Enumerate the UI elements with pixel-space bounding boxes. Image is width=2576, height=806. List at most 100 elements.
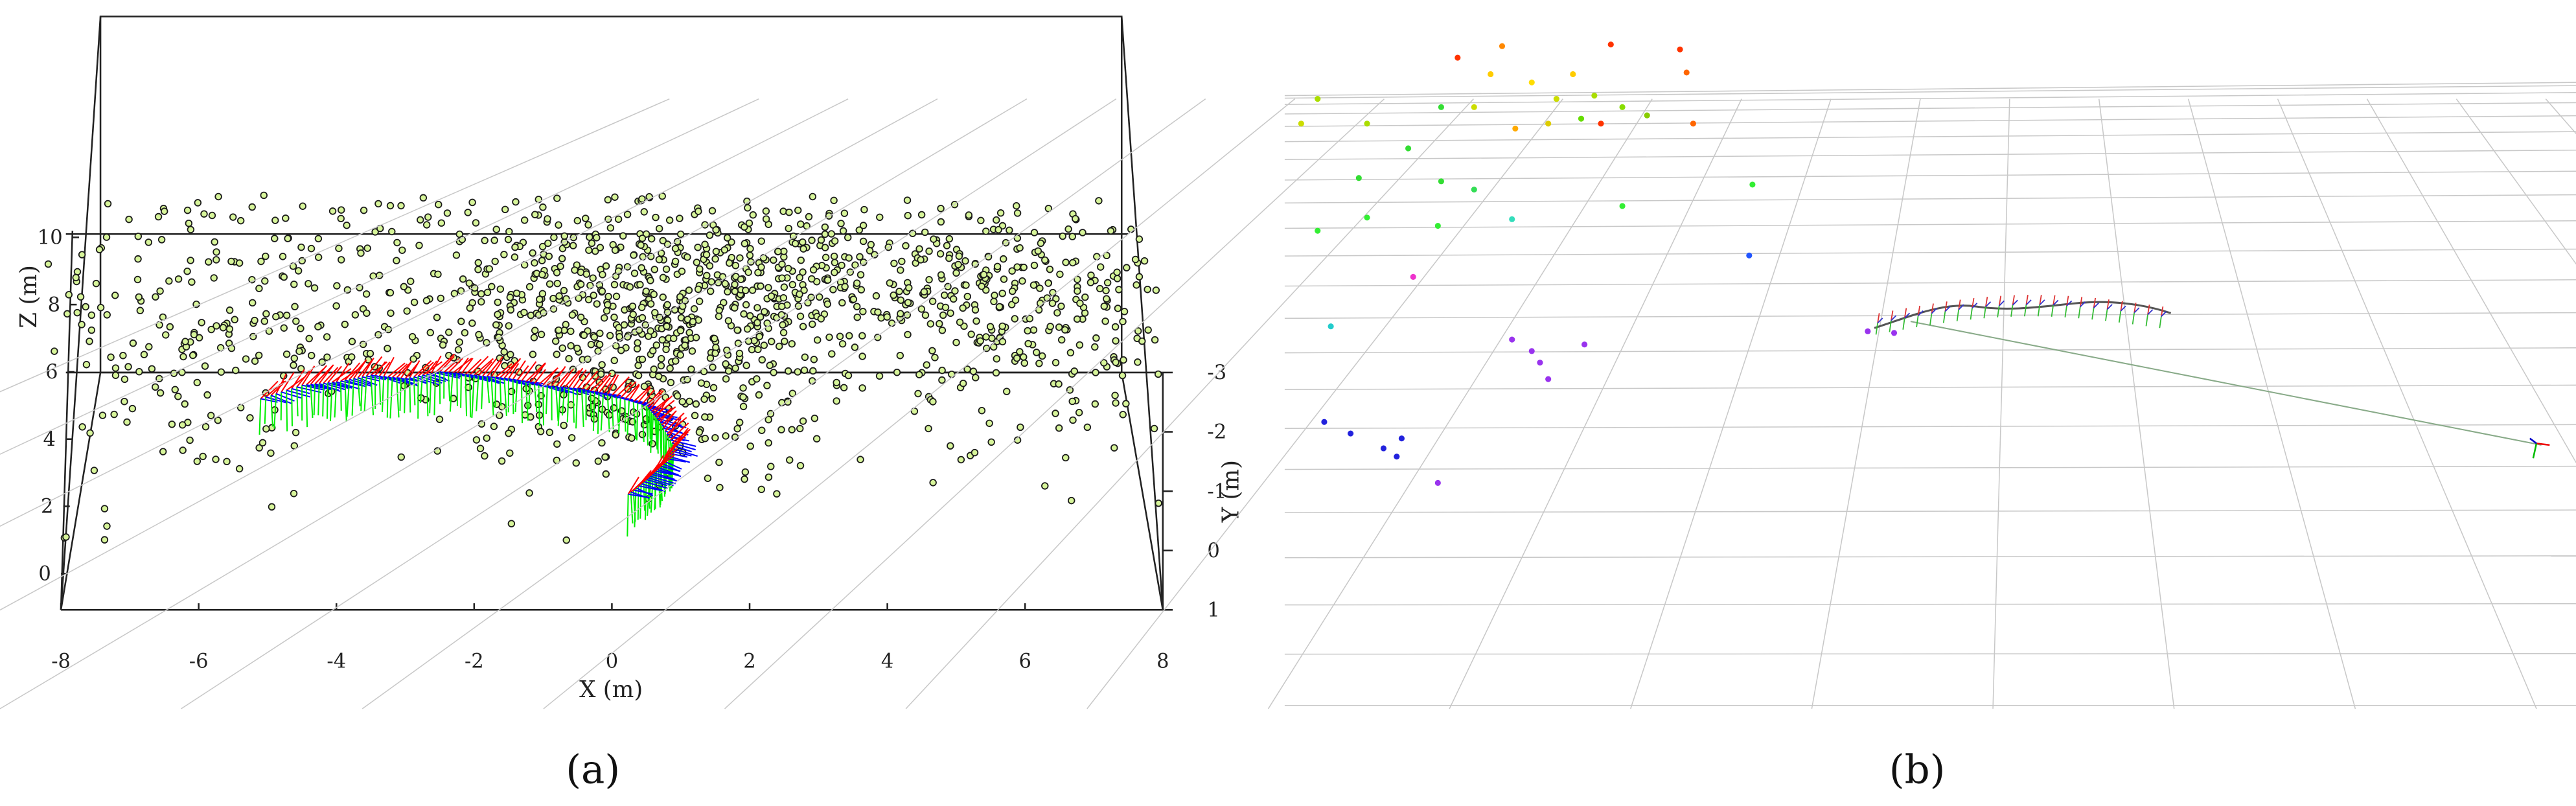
x-ticks: -8 -6 -4 -2 0 2 4 6 8 [51,603,1169,673]
landmark-point [1512,125,1519,132]
frame-arrow-z [2066,300,2073,306]
cloud-point [1076,299,1084,307]
cloud-point [1020,359,1028,367]
cloud-point [630,270,639,277]
z-tick-label: 0 [38,562,51,585]
cloud-point [917,211,926,219]
cloud-point [225,325,234,333]
cloud-point [594,457,603,465]
cloud-point [260,317,268,325]
cloud-point [95,246,104,253]
cloud-point [606,224,615,232]
axis-arrow-x [318,365,334,384]
axis-arrow-x [332,368,352,383]
landmark-point [1405,145,1412,152]
cloud-point [763,382,771,389]
cloud-point [1133,281,1140,289]
cloud-point [408,333,417,341]
landmark-point [1509,216,1515,222]
axis-arrow-z [673,445,692,453]
grid-line [1267,98,1653,709]
cloud-point [144,238,153,246]
landmark-point [1398,435,1405,442]
cloud-point [1061,326,1069,334]
cloud-point [577,313,585,321]
cloud-point [760,341,768,349]
cloud-point [859,237,868,246]
cloud-point [1036,284,1044,292]
z-tick-label: 2 [41,496,53,518]
cloud-point [393,257,400,264]
axis-arrow-z [638,485,662,492]
landmark-point [1683,69,1690,76]
frame-arrow-x [1958,299,1961,310]
cloud-point [162,331,170,339]
axis-arrow-y [389,377,393,419]
cloud-point [904,330,912,339]
cloud-point [741,240,749,248]
cloud-point [657,249,665,257]
cloud-point [582,270,590,278]
axis-arrow-y [575,388,579,429]
cloud-point [1064,225,1072,233]
cloud-point [744,268,752,276]
axis-arrow-y [296,387,299,417]
cloud-point [895,288,903,295]
cloud-point [982,333,990,341]
cloud-point [749,211,757,219]
landmark-point [1364,121,1370,127]
cloud-point [491,257,499,266]
cloud-point [235,465,244,473]
cloud-point [657,354,665,363]
cloud-point [183,206,192,214]
cloud-point [611,246,619,254]
axis-arrow-z [654,415,682,421]
cloud-point [655,255,663,264]
cloud-point [623,211,632,218]
axis-arrow-y [514,380,518,413]
cloud-point [98,411,107,419]
frame-arrow-y [2078,306,2081,319]
cloud-point [733,326,741,334]
landmark-point [1528,348,1535,354]
axis-arrow-x [474,358,494,376]
cloud-point [407,277,415,285]
caption-a: (a) [566,746,620,792]
axis-arrow-y [378,376,382,405]
cloud-point [823,300,831,308]
cloud-point [610,281,619,289]
cloud-point [754,269,762,277]
axis-arrow-x [400,362,412,379]
cloud-point [1103,295,1110,303]
cloud-point [977,216,985,225]
cloud-point [1068,397,1076,406]
cloud-point [262,310,270,318]
axis-arrow-x [448,358,464,373]
cloud-point [904,299,912,306]
cloud-point [492,321,500,329]
cloud-point [937,205,945,213]
cloud-point [168,420,176,428]
cloud-point [87,326,96,334]
cloud-point [1119,411,1127,419]
cloud-point [689,317,697,326]
axis-arrow-x [581,371,599,390]
cloud-point [650,365,658,373]
cloud-point [626,283,634,291]
cloud-point [800,286,808,294]
cloud-point [929,479,937,487]
axis-arrow-y [326,382,328,419]
x-tick-label: -8 [51,650,71,673]
cloud-point [78,251,86,259]
cloud-point [1151,336,1159,344]
cloud-point [876,213,884,222]
cloud-point [490,422,498,430]
cloud-point [758,426,766,434]
cloud-point [328,207,337,215]
cloud-point [1033,349,1041,356]
cloud-point [1119,317,1127,326]
axis-arrow-x [615,382,632,397]
cloud-point [181,338,189,345]
cloud-point [251,316,259,325]
cloud-point [800,366,809,374]
